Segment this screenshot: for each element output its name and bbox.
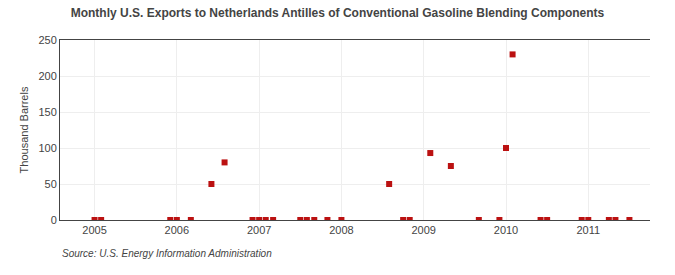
svg-text:Thousand Barrels: Thousand Barrels [18,86,30,173]
svg-text:2006: 2006 [165,224,189,236]
svg-text:200: 200 [38,70,56,82]
svg-text:2005: 2005 [82,224,106,236]
svg-text:50: 50 [45,178,57,190]
svg-text:Source: U.S. Energy Informatio: Source: U.S. Energy Information Administ… [62,248,272,259]
svg-text:250: 250 [38,34,56,46]
svg-text:2010: 2010 [494,224,518,236]
svg-text:0: 0 [51,214,57,226]
svg-text:Monthly U.S. Exports to Nether: Monthly U.S. Exports to Netherlands Anti… [71,6,605,20]
svg-text:100: 100 [38,142,56,154]
svg-text:2008: 2008 [329,224,353,236]
svg-text:2007: 2007 [247,224,271,236]
svg-text:2009: 2009 [411,224,435,236]
svg-text:2011: 2011 [576,224,600,236]
svg-text:150: 150 [38,106,56,118]
